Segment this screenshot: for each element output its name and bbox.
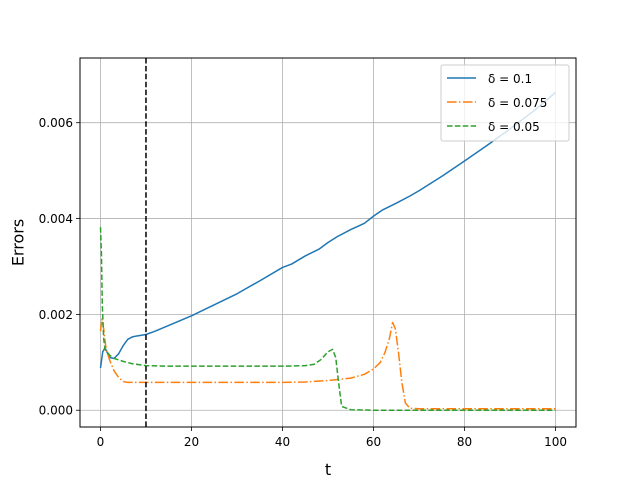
x-axis-label: t [325,460,331,479]
legend: δ = 0.1 δ = 0.075 δ = 0.05 [440,64,570,142]
x-tick-label: 20 [184,435,199,449]
x-tick-label: 40 [275,435,290,449]
series-line-1 [99,91,557,369]
legend-box [440,64,570,142]
y-axis-label: Errors [9,219,28,266]
x-tick-label: 100 [544,435,567,449]
x-tick-label: 60 [366,435,381,449]
y-axis-ticks: 0.000 0.002 0.004 0.006 [39,116,80,418]
series-line-2 [99,318,556,410]
plot-area-frame [79,57,577,428]
y-tick-label: 0.002 [39,308,73,322]
series-lines [99,91,557,411]
y-tick-label: 0.000 [39,404,73,418]
x-axis-ticks: 0 20 40 60 80 100 [97,427,567,449]
y-tick-label: 0.006 [39,116,73,130]
y-tick-label: 0.004 [39,212,73,226]
x-tick-label: 80 [457,435,472,449]
x-tick-label: 0 [97,435,105,449]
legend-label-1: δ = 0.1 [488,72,532,86]
series-line-3 [99,227,556,411]
legend-label-2: δ = 0.075 [488,96,547,110]
legend-label-3: δ = 0.05 [488,120,540,134]
